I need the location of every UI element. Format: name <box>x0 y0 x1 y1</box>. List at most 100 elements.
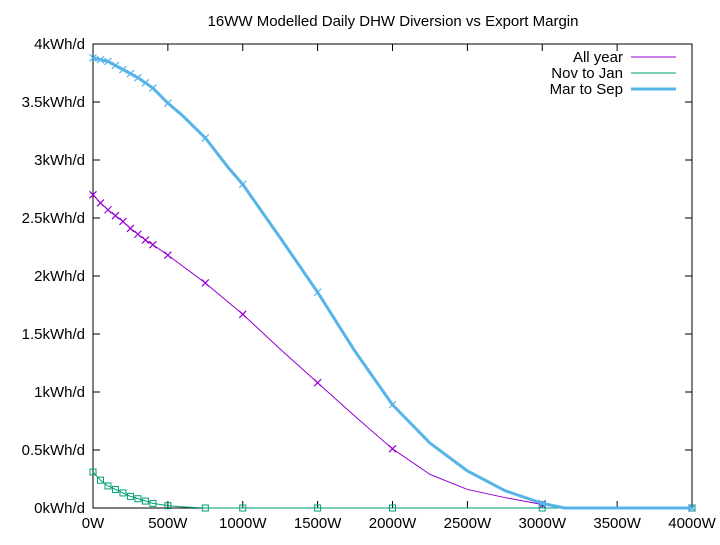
marker-stroke <box>388 444 397 453</box>
marker-stroke <box>119 65 127 74</box>
marker-stroke <box>134 230 142 239</box>
data-point <box>141 236 150 244</box>
marker-stroke <box>238 180 247 189</box>
y-tick-label: 3kWh/d <box>34 152 85 169</box>
marker-stroke <box>96 55 105 64</box>
data-point <box>111 61 120 70</box>
data-point <box>201 279 210 287</box>
data-point <box>141 497 149 505</box>
y-tick-label: 3.5kWh/d <box>22 94 85 111</box>
marker-stroke <box>111 211 120 220</box>
data-point <box>313 288 322 297</box>
data-point <box>238 180 247 189</box>
series-nov-to-jan <box>89 468 696 512</box>
y-tick-label: 2kWh/d <box>34 268 85 285</box>
series-layer <box>89 53 696 512</box>
marker-stroke <box>141 78 150 87</box>
marker-stroke <box>148 240 157 249</box>
marker-stroke <box>313 378 322 387</box>
data-point <box>688 504 696 512</box>
legend-item: Mar to Sep <box>550 81 676 98</box>
data-point <box>148 84 157 93</box>
data-point <box>313 378 322 387</box>
x-tick-label: 0W <box>82 515 105 532</box>
data-point <box>134 495 142 503</box>
data-point <box>314 504 322 512</box>
series-mar-to-sep <box>89 53 696 512</box>
legend-item: All year <box>573 49 676 66</box>
data-point <box>149 499 157 507</box>
marker-stroke <box>141 236 150 244</box>
data-point <box>89 468 97 476</box>
y-tick-label: 1kWh/d <box>34 384 85 401</box>
data-point <box>104 205 112 214</box>
marker-stroke <box>388 400 397 409</box>
data-point <box>89 190 97 199</box>
x-tick-label: 500W <box>148 515 188 532</box>
y-tick-label: 0kWh/d <box>34 500 85 517</box>
legend-item: Nov to Jan <box>551 65 676 82</box>
x-tick-label: 2000W <box>369 515 417 532</box>
data-point <box>119 489 127 497</box>
data-point <box>538 504 546 512</box>
marker-stroke <box>148 84 157 93</box>
marker-stroke <box>538 499 547 508</box>
marker-stroke <box>126 224 135 233</box>
marker-stroke <box>163 99 172 108</box>
data-point <box>126 224 135 233</box>
data-point <box>538 499 547 508</box>
data-point <box>134 230 142 239</box>
data-point <box>119 217 127 226</box>
marker-stroke <box>104 57 112 66</box>
marker-stroke <box>104 205 112 214</box>
legend-label: All year <box>573 49 623 66</box>
y-tick-label: 0.5kWh/d <box>22 442 85 459</box>
series-line <box>92 194 692 509</box>
data-point <box>164 502 172 510</box>
legend-label: Mar to Sep <box>550 81 623 98</box>
y-tick-label: 2.5kWh/d <box>22 210 85 227</box>
data-point <box>111 485 119 493</box>
data-point <box>104 482 112 490</box>
data-point <box>119 65 127 74</box>
data-point <box>126 492 134 500</box>
marker-stroke <box>111 61 120 70</box>
y-axis: 0kWh/d 0.5kWh/d 1kWh/d 1.5kWh/d 2kWh/d 2.5kWh… <box>22 36 692 517</box>
marker-stroke <box>134 73 142 82</box>
marker-stroke <box>119 217 127 226</box>
data-point <box>163 99 172 108</box>
data-point <box>388 400 397 409</box>
data-point <box>111 211 120 220</box>
plot-border <box>92 43 693 509</box>
marker-stroke <box>688 504 696 512</box>
data-point <box>126 69 135 78</box>
marker-stroke <box>96 198 105 207</box>
data-point <box>201 134 210 142</box>
x-axis: 0W 500W 1000W 1500W 2000W 2500W 3000W 3500W 4000… <box>82 44 717 532</box>
data-point <box>96 198 105 207</box>
legend-label: Nov to Jan <box>551 65 623 82</box>
marker-stroke <box>163 251 172 260</box>
data-point <box>96 476 104 484</box>
data-point <box>141 78 150 87</box>
data-point <box>163 251 172 260</box>
data-point <box>238 310 247 319</box>
data-point <box>389 504 396 512</box>
y-tick-label: 4kWh/d <box>34 36 85 53</box>
x-tick-label: 4000W <box>668 515 716 532</box>
x-tick-label: 3000W <box>518 515 566 532</box>
data-point <box>134 73 142 82</box>
marker-stroke <box>89 53 97 62</box>
data-point <box>148 240 157 249</box>
y-tick-label: 1.5kWh/d <box>22 326 85 343</box>
marker-stroke <box>238 310 247 319</box>
data-point <box>89 53 97 62</box>
x-tick-label: 1000W <box>219 515 267 532</box>
marker-stroke <box>126 69 135 78</box>
data-point <box>388 444 397 453</box>
marker-stroke <box>313 288 322 297</box>
series-all-year <box>89 190 696 512</box>
x-tick-label: 2500W <box>444 515 492 532</box>
series-line <box>92 471 692 509</box>
